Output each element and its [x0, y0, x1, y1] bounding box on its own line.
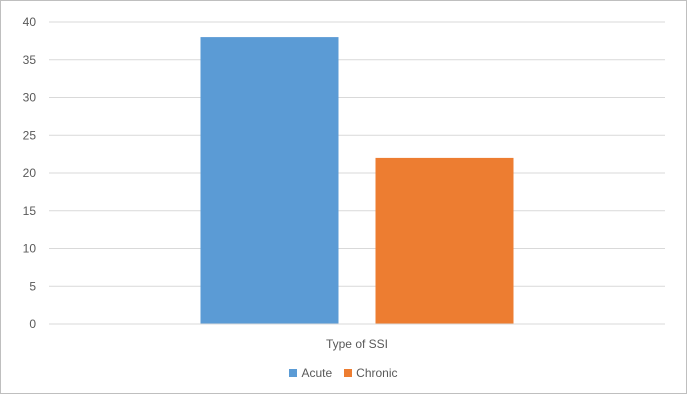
y-tick-label: 25 — [23, 128, 37, 142]
legend: Acute Chronic — [0, 366, 687, 380]
y-tick-label: 15 — [23, 204, 37, 218]
legend-item-chronic: Chronic — [344, 366, 398, 380]
y-tick-label: 35 — [23, 53, 37, 67]
y-axis-ticks: 0 5 10 15 20 25 30 35 40 — [23, 15, 37, 331]
legend-swatch — [344, 369, 353, 377]
legend-item-acute: Acute — [289, 366, 332, 380]
legend-label: Chronic — [356, 366, 398, 380]
bars — [200, 37, 514, 324]
y-tick-label: 40 — [23, 15, 37, 29]
y-tick-label: 0 — [29, 317, 36, 331]
y-tick-label: 20 — [23, 166, 37, 180]
y-tick-label: 5 — [29, 279, 36, 293]
legend-swatch — [289, 369, 298, 377]
x-axis-labels: Type of SSI — [326, 337, 388, 351]
bar-acute — [200, 37, 339, 324]
bar-chronic — [375, 157, 514, 324]
y-tick-label: 10 — [23, 242, 37, 256]
y-tick-label: 30 — [23, 91, 37, 105]
legend-label: Acute — [301, 366, 333, 380]
gridlines — [49, 21, 665, 287]
x-category-label: Type of SSI — [326, 337, 388, 351]
